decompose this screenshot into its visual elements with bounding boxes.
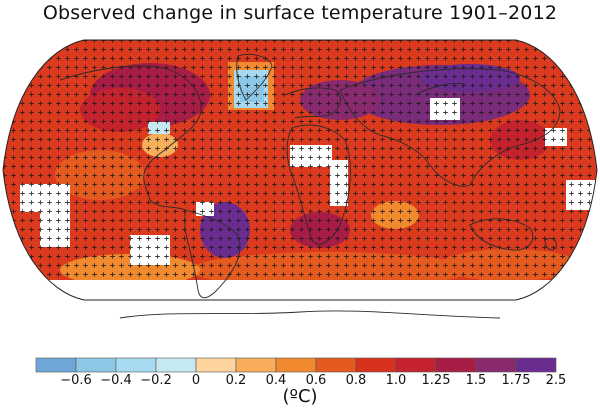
colorbar-bin xyxy=(75,357,117,373)
colorbar-tick-label: 1.25 xyxy=(422,373,451,388)
unit-label: (ºC) xyxy=(282,386,318,407)
coastlines xyxy=(59,54,561,319)
colorbar-bin xyxy=(435,357,477,373)
colorbar-tick-label: 0.4 xyxy=(266,373,287,388)
colorbar-tick-label: −0.2 xyxy=(140,373,172,388)
colorbar-bin xyxy=(235,357,277,373)
colorbar-tick-label: 1.75 xyxy=(502,373,531,388)
colorbar-bin xyxy=(475,357,517,373)
colorbar-tick-label: −0.4 xyxy=(100,373,132,388)
colorbar-tick-label: 0.8 xyxy=(346,373,367,388)
colorbar-tick-label: 1.0 xyxy=(386,373,407,388)
colorbar-tick-label: 2.5 xyxy=(546,373,567,388)
colorbar-bin xyxy=(395,357,437,373)
colorbar-bin xyxy=(315,357,357,373)
colorbar-bin xyxy=(155,357,197,373)
colorbar-bin xyxy=(355,357,397,373)
temperature-map xyxy=(2,39,598,319)
colorbar-bin xyxy=(195,357,237,373)
globe-outline xyxy=(2,39,598,301)
colorbar-tick-label: −0.6 xyxy=(60,373,92,388)
colorbar-tick-label: 0.6 xyxy=(306,373,327,388)
colorbar-bin xyxy=(515,357,557,373)
colorbar: −0.6 −0.4 −0.2 0 0.2 0.4 0.6 0.8 1.0 1.25 1.5 1.75 2… xyxy=(35,357,567,388)
colorbar-tick-label: 1.5 xyxy=(466,373,487,388)
colorbar-bin xyxy=(275,357,317,373)
map-title: Observed change in surface temperature 1… xyxy=(42,2,558,24)
colorbar-bin xyxy=(35,357,77,373)
colorbar-tick-label: 0.2 xyxy=(226,373,247,388)
colorbar-bin xyxy=(115,357,157,373)
colorbar-tick-label: 0 xyxy=(192,373,200,388)
data-field xyxy=(3,40,597,300)
